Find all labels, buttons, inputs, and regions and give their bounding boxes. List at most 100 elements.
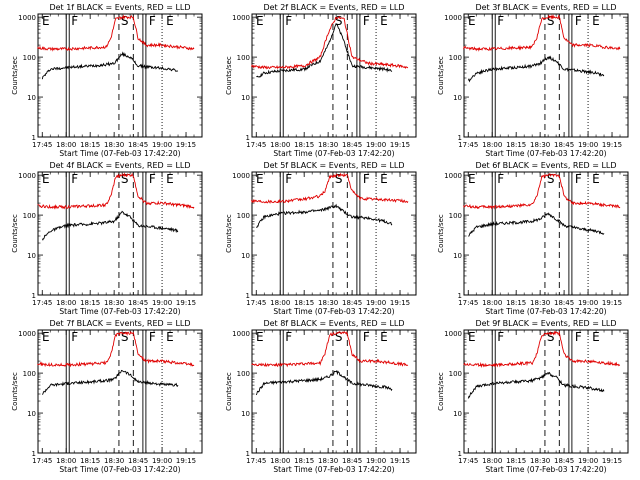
panel-det-6: Det 6f BLACK = Events, RED = LLD 1 10 100 10… <box>437 161 629 316</box>
y-tick-label: 1 <box>32 134 36 142</box>
x-tick-label: 18:30 <box>104 141 124 149</box>
y-tick-label: 1 <box>246 134 250 142</box>
x-tick-label: 18:30 <box>104 299 124 307</box>
x-tick-label: 17:45 <box>458 457 478 465</box>
x-tick-label: 18:45 <box>128 141 148 149</box>
x-tick-label: 18:45 <box>342 299 362 307</box>
y-tick-label: 10 <box>241 94 250 102</box>
x-tick-label: 18:30 <box>318 141 338 149</box>
panel-det-9: Det 9f BLACK = Events, RED = LLD 1 10 100 10… <box>437 319 629 474</box>
series-lld-line <box>463 173 621 210</box>
x-axis-label: Start Time (07-Feb-03 17:42:20) <box>59 465 180 474</box>
x-tick-label: 17:45 <box>32 141 52 149</box>
x-tick-label: 19:00 <box>152 141 172 149</box>
series-events-line <box>467 371 605 399</box>
x-tick-label: 18:30 <box>530 299 550 307</box>
y-tick-label: 1000 <box>18 172 36 180</box>
interval-letter: F <box>71 14 78 28</box>
interval-letter: S <box>335 330 343 344</box>
x-tick-label: 19:00 <box>578 299 598 307</box>
series-lld-line <box>251 172 409 204</box>
interval-letter: S <box>547 330 555 344</box>
interval-letter: F <box>71 330 78 344</box>
x-tick-label: 18:30 <box>318 299 338 307</box>
y-tick-label: 100 <box>449 54 462 62</box>
x-tick-label: 18:30 <box>530 457 550 465</box>
interval-letter: F <box>363 330 370 344</box>
series-lld-line <box>463 330 621 369</box>
interval-letter: E <box>468 330 476 344</box>
x-tick-label: 18:00 <box>482 299 502 307</box>
interval-letter: S <box>121 172 129 186</box>
x-tick-label: 18:45 <box>342 457 362 465</box>
interval-letter: F <box>575 14 582 28</box>
y-tick-label: 100 <box>23 212 36 220</box>
panel-title: Det 5f BLACK = Events, RED = LLD <box>263 161 404 170</box>
y-tick-label: 1 <box>458 292 462 300</box>
interval-letter: S <box>335 14 343 28</box>
panel-title: Det 9f BLACK = Events, RED = LLD <box>475 319 616 328</box>
x-tick-label: 18:00 <box>56 457 76 465</box>
x-tick-label: 17:45 <box>32 457 52 465</box>
interval-letter: S <box>547 14 555 28</box>
x-tick-label: 18:15 <box>80 141 100 149</box>
x-tick-label: 17:45 <box>246 299 266 307</box>
x-tick-label: 19:15 <box>176 457 196 465</box>
interval-letter: E <box>380 330 388 344</box>
y-tick-label: 10 <box>453 94 462 102</box>
x-tick-label: 19:15 <box>176 299 196 307</box>
x-tick-label: 18:00 <box>56 299 76 307</box>
y-tick-label: 100 <box>237 370 250 378</box>
x-tick-label: 18:15 <box>506 299 526 307</box>
interval-letter: F <box>285 330 292 344</box>
panel-title: Det 8f BLACK = Events, RED = LLD <box>263 319 404 328</box>
plot-frame <box>251 329 417 454</box>
x-tick-label: 18:00 <box>270 457 290 465</box>
x-tick-label: 18:15 <box>294 299 314 307</box>
interval-letter: E <box>380 172 388 186</box>
x-tick-label: 19:00 <box>366 457 386 465</box>
panel-title: Det 2f BLACK = Events, RED = LLD <box>263 3 404 12</box>
interval-letter: E <box>592 172 600 186</box>
y-tick-label: 1000 <box>444 330 462 338</box>
x-tick-label: 18:45 <box>554 141 574 149</box>
interval-letter: E <box>42 330 50 344</box>
y-tick-label: 100 <box>449 370 462 378</box>
interval-letter: E <box>42 14 50 28</box>
x-tick-label: 18:45 <box>128 299 148 307</box>
plot-frame <box>251 171 417 296</box>
x-tick-label: 18:45 <box>554 299 574 307</box>
panel-det-2: Det 2f BLACK = Events, RED = LLD 1 10 100 10… <box>225 3 417 158</box>
x-axis-label: Start Time (07-Feb-03 17:42:20) <box>273 307 394 316</box>
series-events-line <box>256 203 393 229</box>
y-tick-label: 1 <box>246 292 250 300</box>
interval-letter: F <box>149 172 156 186</box>
interval-letter: F <box>497 330 504 344</box>
interval-letter: S <box>335 172 343 186</box>
x-tick-label: 17:45 <box>32 299 52 307</box>
plot-frame <box>37 329 203 454</box>
y-tick-label: 10 <box>27 410 36 418</box>
x-tick-label: 18:45 <box>554 457 574 465</box>
series-lld-line <box>37 330 195 368</box>
interval-letter: E <box>256 172 264 186</box>
series-events-line <box>468 212 605 237</box>
series-lld-line <box>37 172 195 210</box>
interval-letter: F <box>149 14 156 28</box>
x-tick-label: 19:15 <box>602 141 622 149</box>
y-tick-label: 1000 <box>232 330 250 338</box>
y-axis-label: Counts/sec <box>437 214 445 253</box>
x-tick-label: 19:00 <box>152 457 172 465</box>
x-tick-label: 18:15 <box>294 457 314 465</box>
plot-frame <box>37 171 203 296</box>
interval-letter: F <box>285 14 292 28</box>
series-events-line <box>41 369 179 395</box>
x-tick-label: 19:15 <box>602 457 622 465</box>
y-tick-label: 1000 <box>18 330 36 338</box>
series-lld-line <box>251 15 409 70</box>
y-tick-label: 1 <box>32 450 36 458</box>
panel-det-3: Det 3f BLACK = Events, RED = LLD 1 10 100 10… <box>437 3 629 158</box>
x-tick-label: 19:15 <box>390 299 410 307</box>
interval-letter: F <box>363 14 370 28</box>
